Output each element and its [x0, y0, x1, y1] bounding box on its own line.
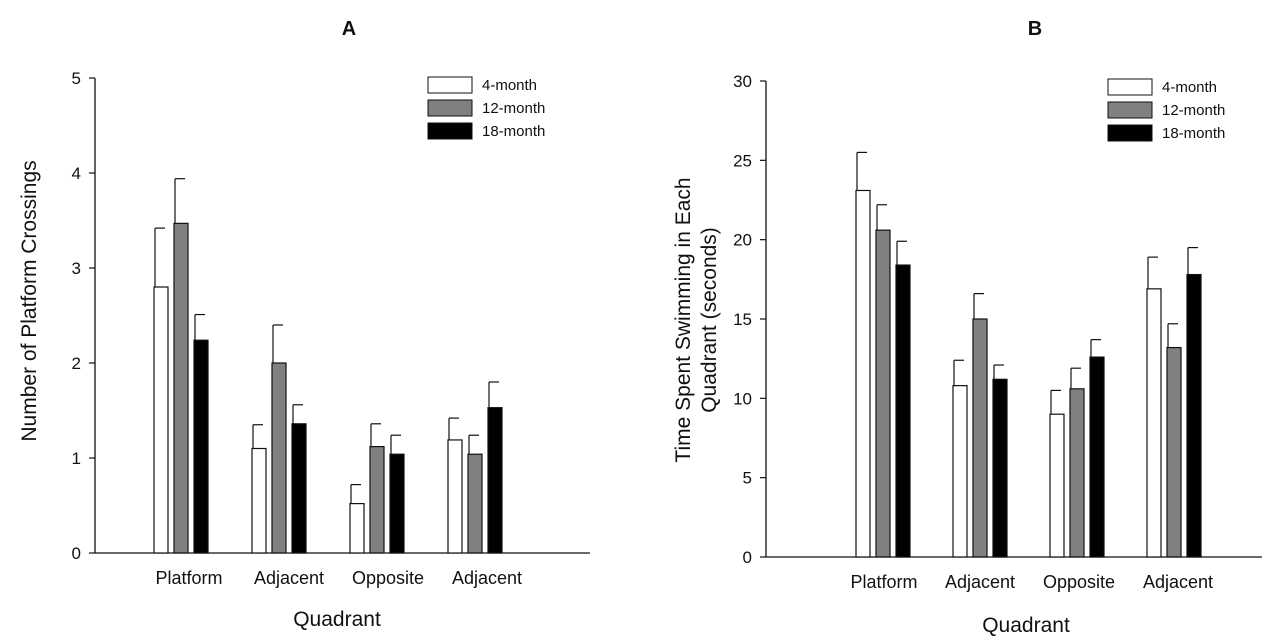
chart-b-bar: [1049, 413, 1065, 558]
chart-a-bar: [467, 453, 483, 554]
chart-b-y-tick-label: 25: [733, 151, 752, 170]
chart-a-bar: [349, 503, 365, 554]
chart-b-y-tick-label: 10: [733, 389, 752, 408]
chart-b-legend-swatch: [1107, 124, 1153, 142]
chart-a-bar: [487, 407, 503, 554]
chart-b-y-tick-label: 5: [743, 469, 752, 488]
chart-b-category-label: Platform: [850, 572, 917, 592]
chart-a-category-label: Platform: [155, 568, 222, 588]
y-axis-label-a: Number of Platform Crossings: [18, 160, 41, 441]
chart-b-bar: [1166, 346, 1182, 558]
panel-title-a: A: [342, 18, 356, 40]
chart-b-bar: [1069, 388, 1085, 558]
chart-a-legend-label: 12-month: [482, 100, 545, 117]
chart-a-category-label: Adjacent: [254, 568, 324, 588]
chart-b-bar: [992, 378, 1008, 558]
chart-b-y-tick-label: 30: [733, 72, 752, 91]
chart-b-bar: [1089, 356, 1105, 558]
chart-a-y-tick-label: 5: [72, 69, 81, 88]
chart-a-legend-label: 4-month: [482, 77, 537, 94]
chart-b-category-label: Adjacent: [945, 572, 1015, 592]
chart-a-bar: [291, 423, 307, 554]
chart-a-bar: [447, 439, 463, 554]
chart-b-y-tick-label: 15: [733, 310, 752, 329]
chart-b-bar: [875, 229, 891, 558]
chart-b-bar: [1146, 288, 1162, 558]
chart-b-bar: [1186, 273, 1202, 558]
chart-a-y-tick-label: 0: [72, 544, 81, 563]
chart-b-bar: [895, 264, 911, 558]
chart-b-category-label: Adjacent: [1143, 572, 1213, 592]
chart-a-bar: [369, 446, 385, 554]
chart-b-legend-label: 18-month: [1162, 125, 1225, 142]
chart-panel-b: B Time Spent Swimming in Each Quadrant (…: [672, 18, 1262, 636]
chart-panel-a: A Number of Platform Crossings Quadrant …: [18, 18, 590, 631]
chart-a-y-tick-label: 1: [72, 449, 81, 468]
chart-b-legend-label: 12-month: [1162, 102, 1225, 119]
chart-b-bar: [952, 385, 968, 558]
chart-a-y-tick-label: 2: [72, 354, 81, 373]
x-axis-label-a: Quadrant: [293, 608, 381, 631]
chart-a-category-label: Adjacent: [452, 568, 522, 588]
chart-a-bar: [251, 447, 267, 554]
x-axis-label-b: Quadrant: [982, 614, 1070, 636]
chart-a-legend-swatch: [427, 99, 473, 117]
chart-b-y-tick-label: 20: [733, 231, 752, 250]
chart-a-bar: [173, 222, 189, 554]
chart-b-bar: [972, 318, 988, 558]
chart-b-y-tick-label: 0: [743, 548, 752, 567]
panel-title-b: B: [1028, 18, 1042, 40]
chart-a-bar: [389, 453, 405, 554]
chart-a-legend-label: 18-month: [482, 123, 545, 140]
chart-b-legend-swatch: [1107, 101, 1153, 119]
chart-a-bar: [153, 286, 169, 554]
chart-a-bar: [271, 362, 287, 554]
chart-b-legend-label: 4-month: [1162, 79, 1217, 96]
y-axis-label-b-line-2: Quadrant (seconds): [698, 227, 721, 413]
chart-b-category-label: Opposite: [1043, 572, 1115, 592]
chart-a-legend-swatch: [427, 122, 473, 140]
y-axis-label-b-line-1: Time Spent Swimming in Each: [672, 177, 695, 462]
chart-b-bar: [855, 189, 871, 558]
chart-a-y-tick-label: 3: [72, 259, 81, 278]
chart-a-bar: [193, 339, 209, 554]
chart-b-legend-swatch: [1107, 78, 1153, 96]
chart-a-category-label: Opposite: [352, 568, 424, 588]
chart-a-legend-swatch: [427, 76, 473, 94]
chart-a-y-tick-label: 4: [72, 164, 81, 183]
